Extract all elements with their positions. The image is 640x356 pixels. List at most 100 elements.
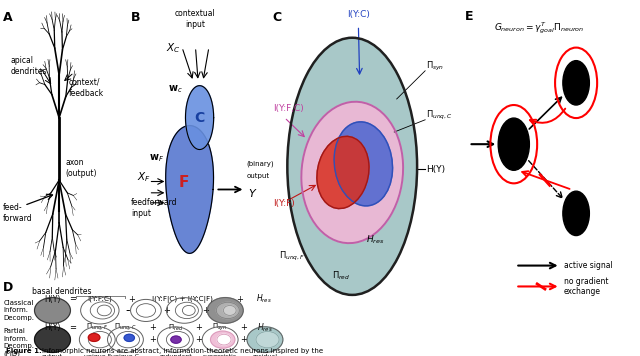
Text: $\Pi_{unq,F}$: $\Pi_{unq,F}$ xyxy=(278,250,305,263)
Text: $\Pi_{syn}$: $\Pi_{syn}$ xyxy=(212,322,228,333)
Text: I(Y:F): I(Y:F) xyxy=(273,199,295,208)
Text: Infomorphic neurons are abstract, information-theoretic neurons inspired by the: Infomorphic neurons are abstract, inform… xyxy=(42,348,323,354)
Ellipse shape xyxy=(90,302,115,319)
Ellipse shape xyxy=(175,302,198,319)
Ellipse shape xyxy=(334,122,392,206)
Text: H(Y): H(Y) xyxy=(44,323,61,332)
Ellipse shape xyxy=(124,334,134,341)
Text: $\Pi_{red}$: $\Pi_{red}$ xyxy=(168,323,183,333)
Text: $\Pi_{syn}$: $\Pi_{syn}$ xyxy=(426,60,445,73)
Ellipse shape xyxy=(35,298,70,323)
Ellipse shape xyxy=(136,304,156,317)
Text: +: + xyxy=(149,335,156,344)
Text: output
entropy: output entropy xyxy=(40,354,65,356)
Text: context/
feedback: context/ feedback xyxy=(69,78,104,98)
Circle shape xyxy=(287,38,417,295)
Text: unique C: unique C xyxy=(111,354,140,356)
Text: $H_{res}$: $H_{res}$ xyxy=(367,233,385,246)
Text: A: A xyxy=(3,11,12,24)
Text: $H_{res}$: $H_{res}$ xyxy=(257,321,273,334)
Text: B: B xyxy=(131,11,140,24)
Text: +: + xyxy=(128,294,134,304)
Text: apical
dendrites: apical dendrites xyxy=(11,56,47,77)
Text: E: E xyxy=(465,10,473,23)
Text: D: D xyxy=(3,281,13,294)
Ellipse shape xyxy=(171,336,181,343)
Circle shape xyxy=(563,61,589,105)
Text: residual
entropy: residual entropy xyxy=(252,354,278,356)
Text: $\mathbf{w}_F$: $\mathbf{w}_F$ xyxy=(148,152,164,164)
Text: =: = xyxy=(70,294,76,304)
Text: $X_C$: $X_C$ xyxy=(166,41,181,55)
Text: $\mathbf{w}_c$: $\mathbf{w}_c$ xyxy=(168,83,182,95)
Text: syngeristic
of F and C: syngeristic of F and C xyxy=(203,354,237,356)
Ellipse shape xyxy=(97,305,111,316)
Text: feedforward
input: feedforward input xyxy=(131,198,177,218)
Ellipse shape xyxy=(35,327,70,352)
Polygon shape xyxy=(166,126,214,253)
Ellipse shape xyxy=(216,302,239,319)
Text: I(Y:F|C) + I(Y:C|F): I(Y:F|C) + I(Y:C|F) xyxy=(152,295,213,303)
Text: +: + xyxy=(240,323,246,332)
Text: Classical
Inform.
Decomp.: Classical Inform. Decomp. xyxy=(3,300,34,321)
Text: I(Y:F,C): I(Y:F,C) xyxy=(273,104,304,113)
Ellipse shape xyxy=(182,305,195,315)
Text: H(Y): H(Y) xyxy=(426,166,445,174)
Text: $\Pi_{unq,C}$: $\Pi_{unq,C}$ xyxy=(114,322,137,333)
Ellipse shape xyxy=(301,102,403,243)
Text: C: C xyxy=(195,111,205,125)
Ellipse shape xyxy=(247,327,283,352)
Text: +: + xyxy=(236,294,243,304)
Ellipse shape xyxy=(88,334,100,341)
Text: feed-
forward: feed- forward xyxy=(3,203,32,223)
Text: F: F xyxy=(179,175,189,190)
Text: $H_{res}$: $H_{res}$ xyxy=(256,293,271,305)
Ellipse shape xyxy=(166,298,202,323)
Ellipse shape xyxy=(116,331,140,348)
Circle shape xyxy=(563,191,589,236)
Text: +: + xyxy=(195,323,202,332)
Ellipse shape xyxy=(79,327,115,352)
Ellipse shape xyxy=(207,298,243,323)
Ellipse shape xyxy=(202,327,238,352)
Text: no gradient
exchange: no gradient exchange xyxy=(564,277,608,296)
Text: input: input xyxy=(186,20,205,29)
Text: redundant
between
F and C: redundant between F and C xyxy=(159,354,192,356)
Ellipse shape xyxy=(317,136,369,209)
Circle shape xyxy=(498,118,529,170)
Text: +: + xyxy=(203,306,209,315)
Text: +: + xyxy=(163,306,170,315)
Text: $\Pi_{unq,C}$: $\Pi_{unq,C}$ xyxy=(426,109,453,122)
Ellipse shape xyxy=(223,305,236,315)
Text: H(Y): H(Y) xyxy=(44,294,61,304)
Text: $\Pi_{red}$: $\Pi_{red}$ xyxy=(332,270,350,283)
Text: Figure 1:: Figure 1: xyxy=(6,348,45,354)
Ellipse shape xyxy=(157,327,193,352)
Text: C: C xyxy=(272,11,281,24)
Text: I(Y:C): I(Y:C) xyxy=(347,10,370,19)
Ellipse shape xyxy=(108,327,143,352)
Ellipse shape xyxy=(256,331,279,348)
Text: I(Y:F:C): I(Y:F:C) xyxy=(88,296,112,302)
Text: +: + xyxy=(240,335,246,344)
Ellipse shape xyxy=(81,297,119,324)
Text: contextual: contextual xyxy=(175,10,216,19)
Ellipse shape xyxy=(211,331,235,348)
Ellipse shape xyxy=(131,299,161,321)
Text: -: - xyxy=(125,304,131,317)
Text: axon
(output): axon (output) xyxy=(65,158,97,178)
Text: $G_{neuron} = \gamma^T_{goal}\Pi_{neuron}$: $G_{neuron} = \gamma^T_{goal}\Pi_{neuron… xyxy=(493,20,584,36)
Text: Partial
Inform.
Decomp.
(PID): Partial Inform. Decomp. (PID) xyxy=(3,328,34,356)
Text: +: + xyxy=(195,335,202,344)
Text: +: + xyxy=(149,323,156,332)
Text: Y: Y xyxy=(248,189,255,199)
Text: output: output xyxy=(246,173,269,178)
Text: active signal: active signal xyxy=(564,261,612,270)
Text: $\Pi_{unq,F}$: $\Pi_{unq,F}$ xyxy=(86,322,108,333)
Ellipse shape xyxy=(166,331,189,348)
Text: $X_F$: $X_F$ xyxy=(137,170,150,184)
Text: unique F: unique F xyxy=(84,354,111,356)
Ellipse shape xyxy=(88,331,111,348)
Text: =: = xyxy=(70,323,76,332)
Polygon shape xyxy=(186,86,214,150)
